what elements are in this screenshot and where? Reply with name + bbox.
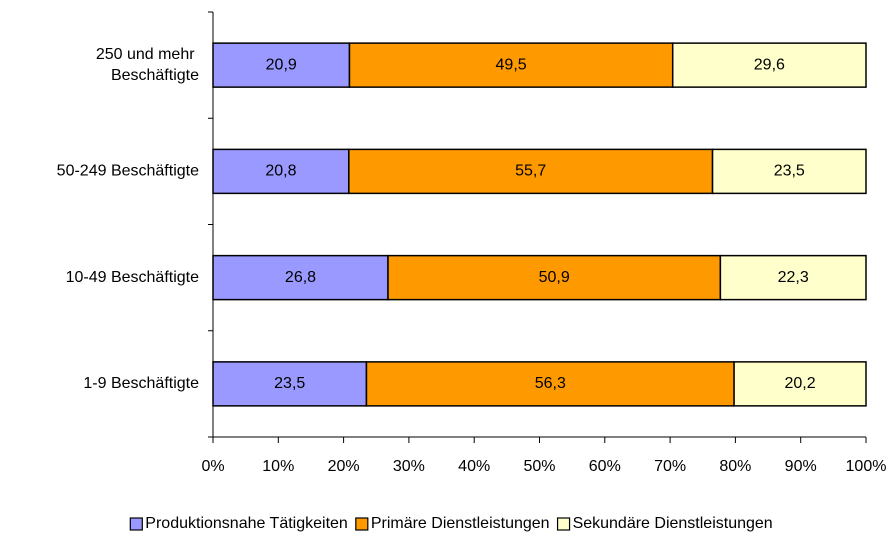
x-tick-label: 30% <box>393 458 425 475</box>
legend-swatch <box>129 517 143 531</box>
legend-label: Sekundäre Dienstleistungen <box>573 515 773 532</box>
legend-label: Primäre Dienstleistungen <box>371 515 550 532</box>
x-tick-label: 90% <box>785 458 817 475</box>
x-tick-label: 80% <box>719 458 751 475</box>
legend: Produktionsnahe Tätigkeiten Primäre Diens… <box>129 515 773 532</box>
x-tick-label: 0% <box>201 458 224 475</box>
bar-segment <box>387 254 722 301</box>
data-label: 22,3 <box>778 269 809 286</box>
data-label: 20,9 <box>266 56 297 73</box>
y-tick-label: 250 und mehr Beschäftigte <box>96 46 199 84</box>
data-label: 49,5 <box>496 56 527 73</box>
x-tick-label: 50% <box>523 458 555 475</box>
y-tick-label: 50-249 Beschäftigte <box>57 163 199 180</box>
legend-label: Produktionsnahe Tätigkeiten <box>145 515 348 532</box>
data-label: 20,2 <box>784 375 815 392</box>
legend-swatch <box>355 517 369 531</box>
legend-swatch <box>556 517 571 531</box>
bar-segment <box>711 148 867 195</box>
x-tick-label: 100% <box>846 458 887 475</box>
data-label: 20,8 <box>265 163 296 180</box>
bar-segment <box>671 42 867 88</box>
data-label: 26,8 <box>285 269 316 286</box>
bar-segment <box>212 148 350 195</box>
data-label: 29,6 <box>754 56 785 73</box>
x-tick-label: 70% <box>654 458 686 475</box>
data-label: 23,5 <box>774 163 805 180</box>
bar-segment <box>719 254 867 301</box>
bar-segment <box>733 361 867 407</box>
x-tick-label: 10% <box>262 458 294 475</box>
x-tick-label: 60% <box>589 458 621 475</box>
data-label: 23,5 <box>274 375 305 392</box>
data-label: 56,3 <box>535 375 566 392</box>
y-tick-label: 10-49 Beschäftigte <box>66 269 200 286</box>
bar-segment <box>348 42 674 88</box>
y-tick-label: 1-9 Beschäftigte <box>83 375 199 392</box>
label-line: 250 und mehr <box>96 46 199 63</box>
x-tick-label: 20% <box>328 458 360 475</box>
bar-segment <box>212 361 368 407</box>
label-line: Beschäftigte <box>111 67 199 84</box>
data-label: 50,9 <box>539 269 570 286</box>
data-label: 55,7 <box>515 163 546 180</box>
x-tick-label: 40% <box>458 458 490 475</box>
